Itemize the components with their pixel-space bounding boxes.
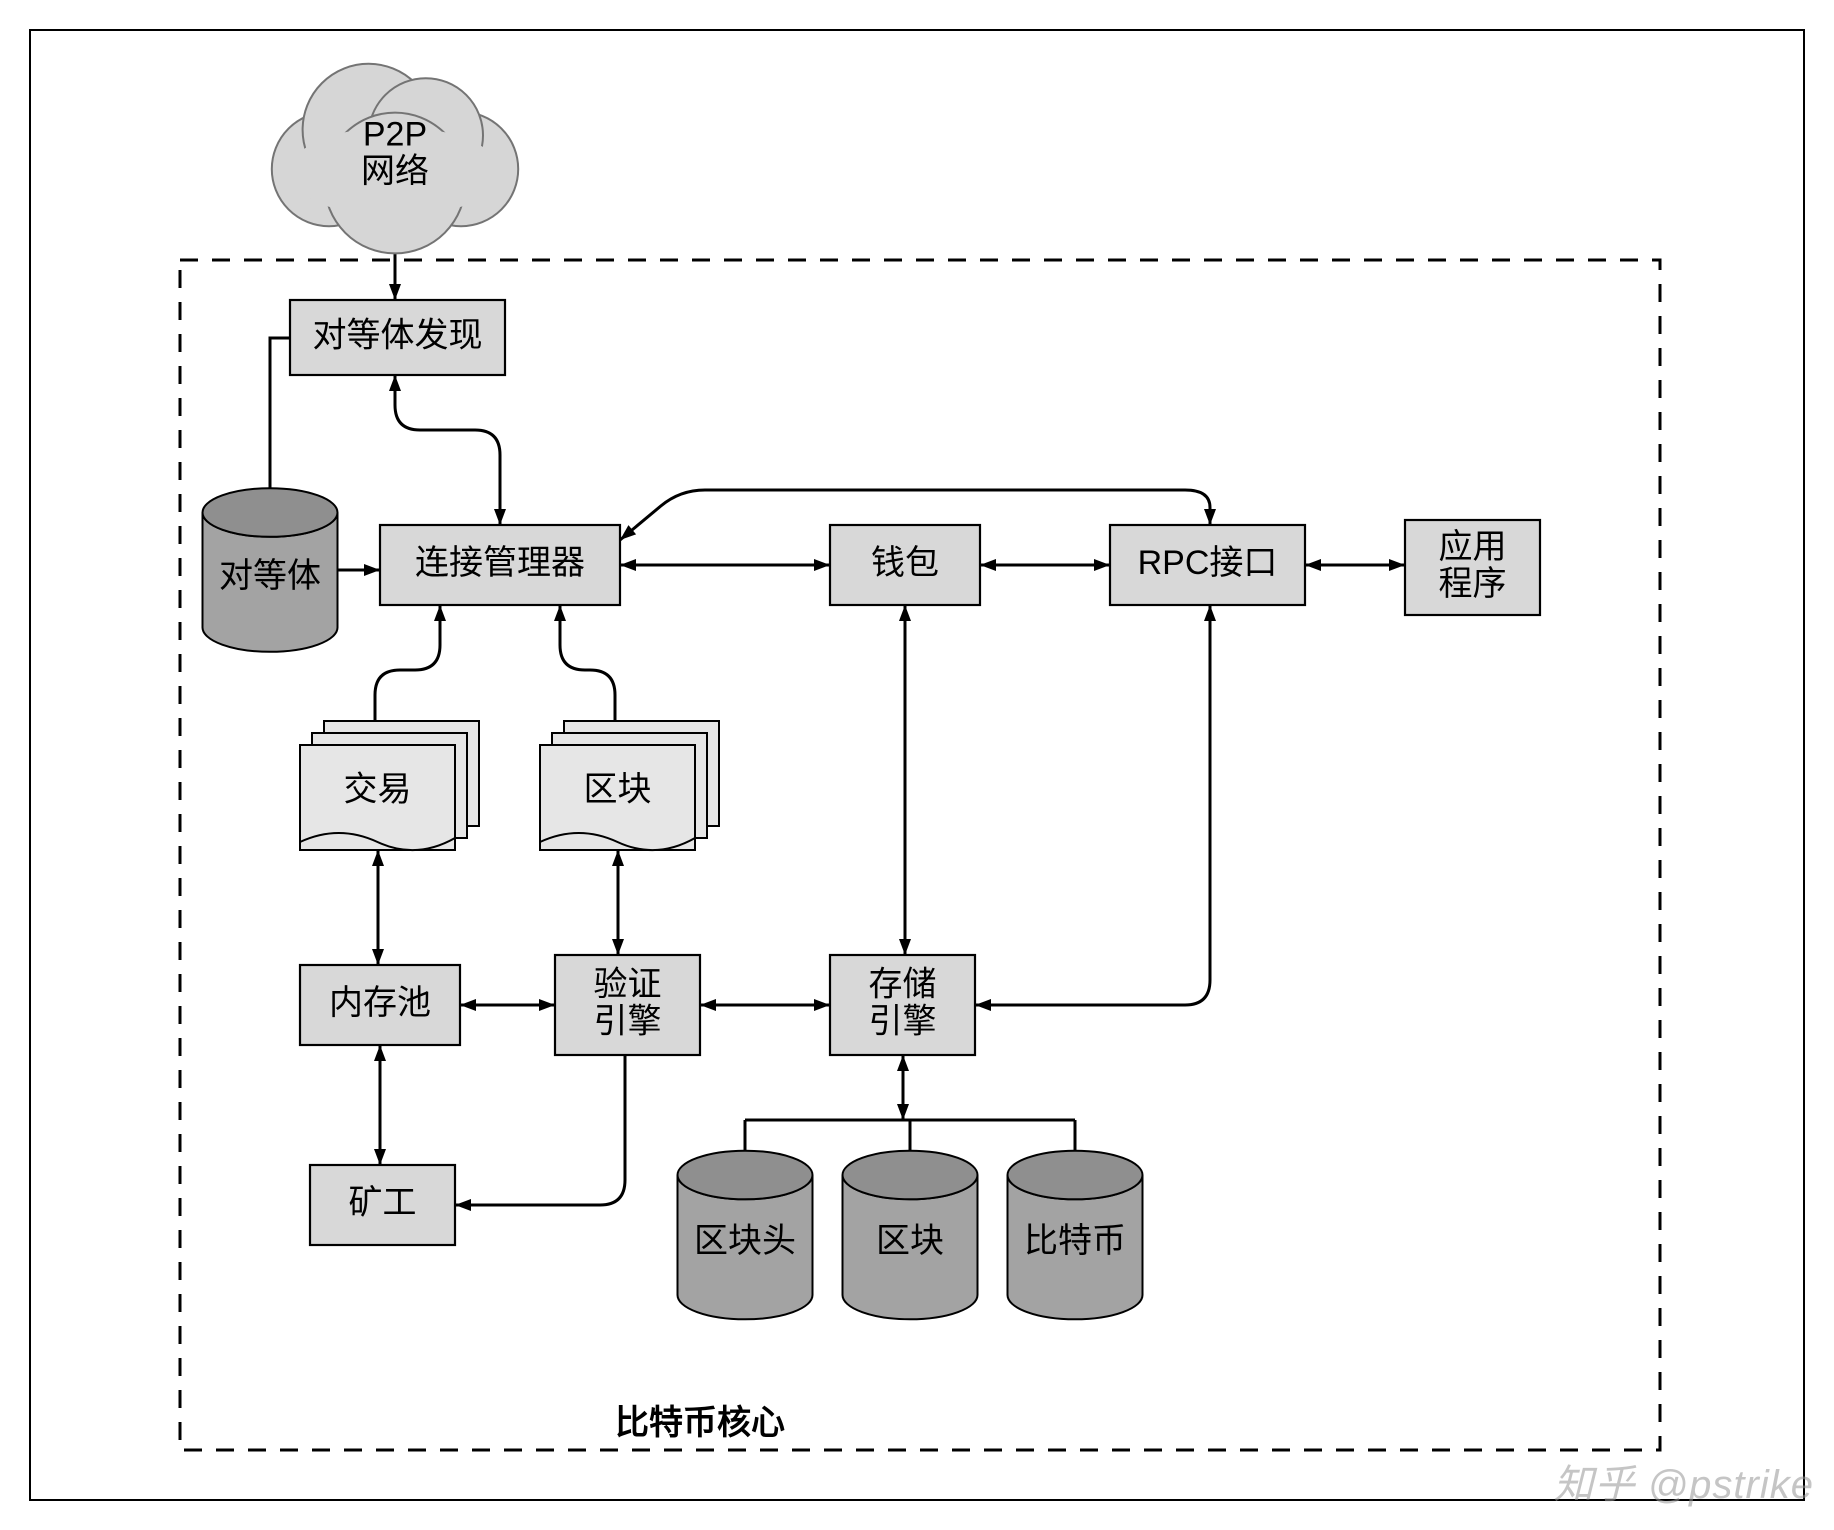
svg-text:验证: 验证 xyxy=(594,965,662,1003)
svg-text:引擎: 引擎 xyxy=(869,1003,937,1041)
svg-text:区块头: 区块头 xyxy=(694,1222,796,1260)
svg-text:引擎: 引擎 xyxy=(594,1003,662,1041)
svg-text:网络: 网络 xyxy=(361,153,429,191)
diagram-svg: 比特币核心P2P网络对等体发现对等体连接管理器钱包RPC接口应用程序交易区块内存… xyxy=(0,0,1834,1530)
svg-text:RPC接口: RPC接口 xyxy=(1138,544,1278,582)
svg-text:矿工: 矿工 xyxy=(349,1184,417,1222)
svg-text:对等体: 对等体 xyxy=(219,557,321,595)
svg-text:连接管理器: 连接管理器 xyxy=(415,544,585,582)
svg-text:区块: 区块 xyxy=(584,770,652,808)
svg-text:比特币: 比特币 xyxy=(1024,1222,1126,1260)
svg-text:P2P: P2P xyxy=(363,115,427,153)
svg-text:内存池: 内存池 xyxy=(329,984,431,1022)
svg-text:对等体发现: 对等体发现 xyxy=(313,316,483,354)
svg-text:程序: 程序 xyxy=(1439,565,1507,603)
svg-text:应用: 应用 xyxy=(1439,528,1507,566)
svg-text:比特币核心: 比特币核心 xyxy=(615,1404,785,1442)
svg-text:存储: 存储 xyxy=(869,965,937,1003)
diagram-stage: 比特币核心P2P网络对等体发现对等体连接管理器钱包RPC接口应用程序交易区块内存… xyxy=(0,0,1834,1530)
svg-text:钱包: 钱包 xyxy=(871,544,939,582)
svg-text:交易: 交易 xyxy=(344,770,412,808)
svg-text:区块: 区块 xyxy=(876,1222,944,1260)
